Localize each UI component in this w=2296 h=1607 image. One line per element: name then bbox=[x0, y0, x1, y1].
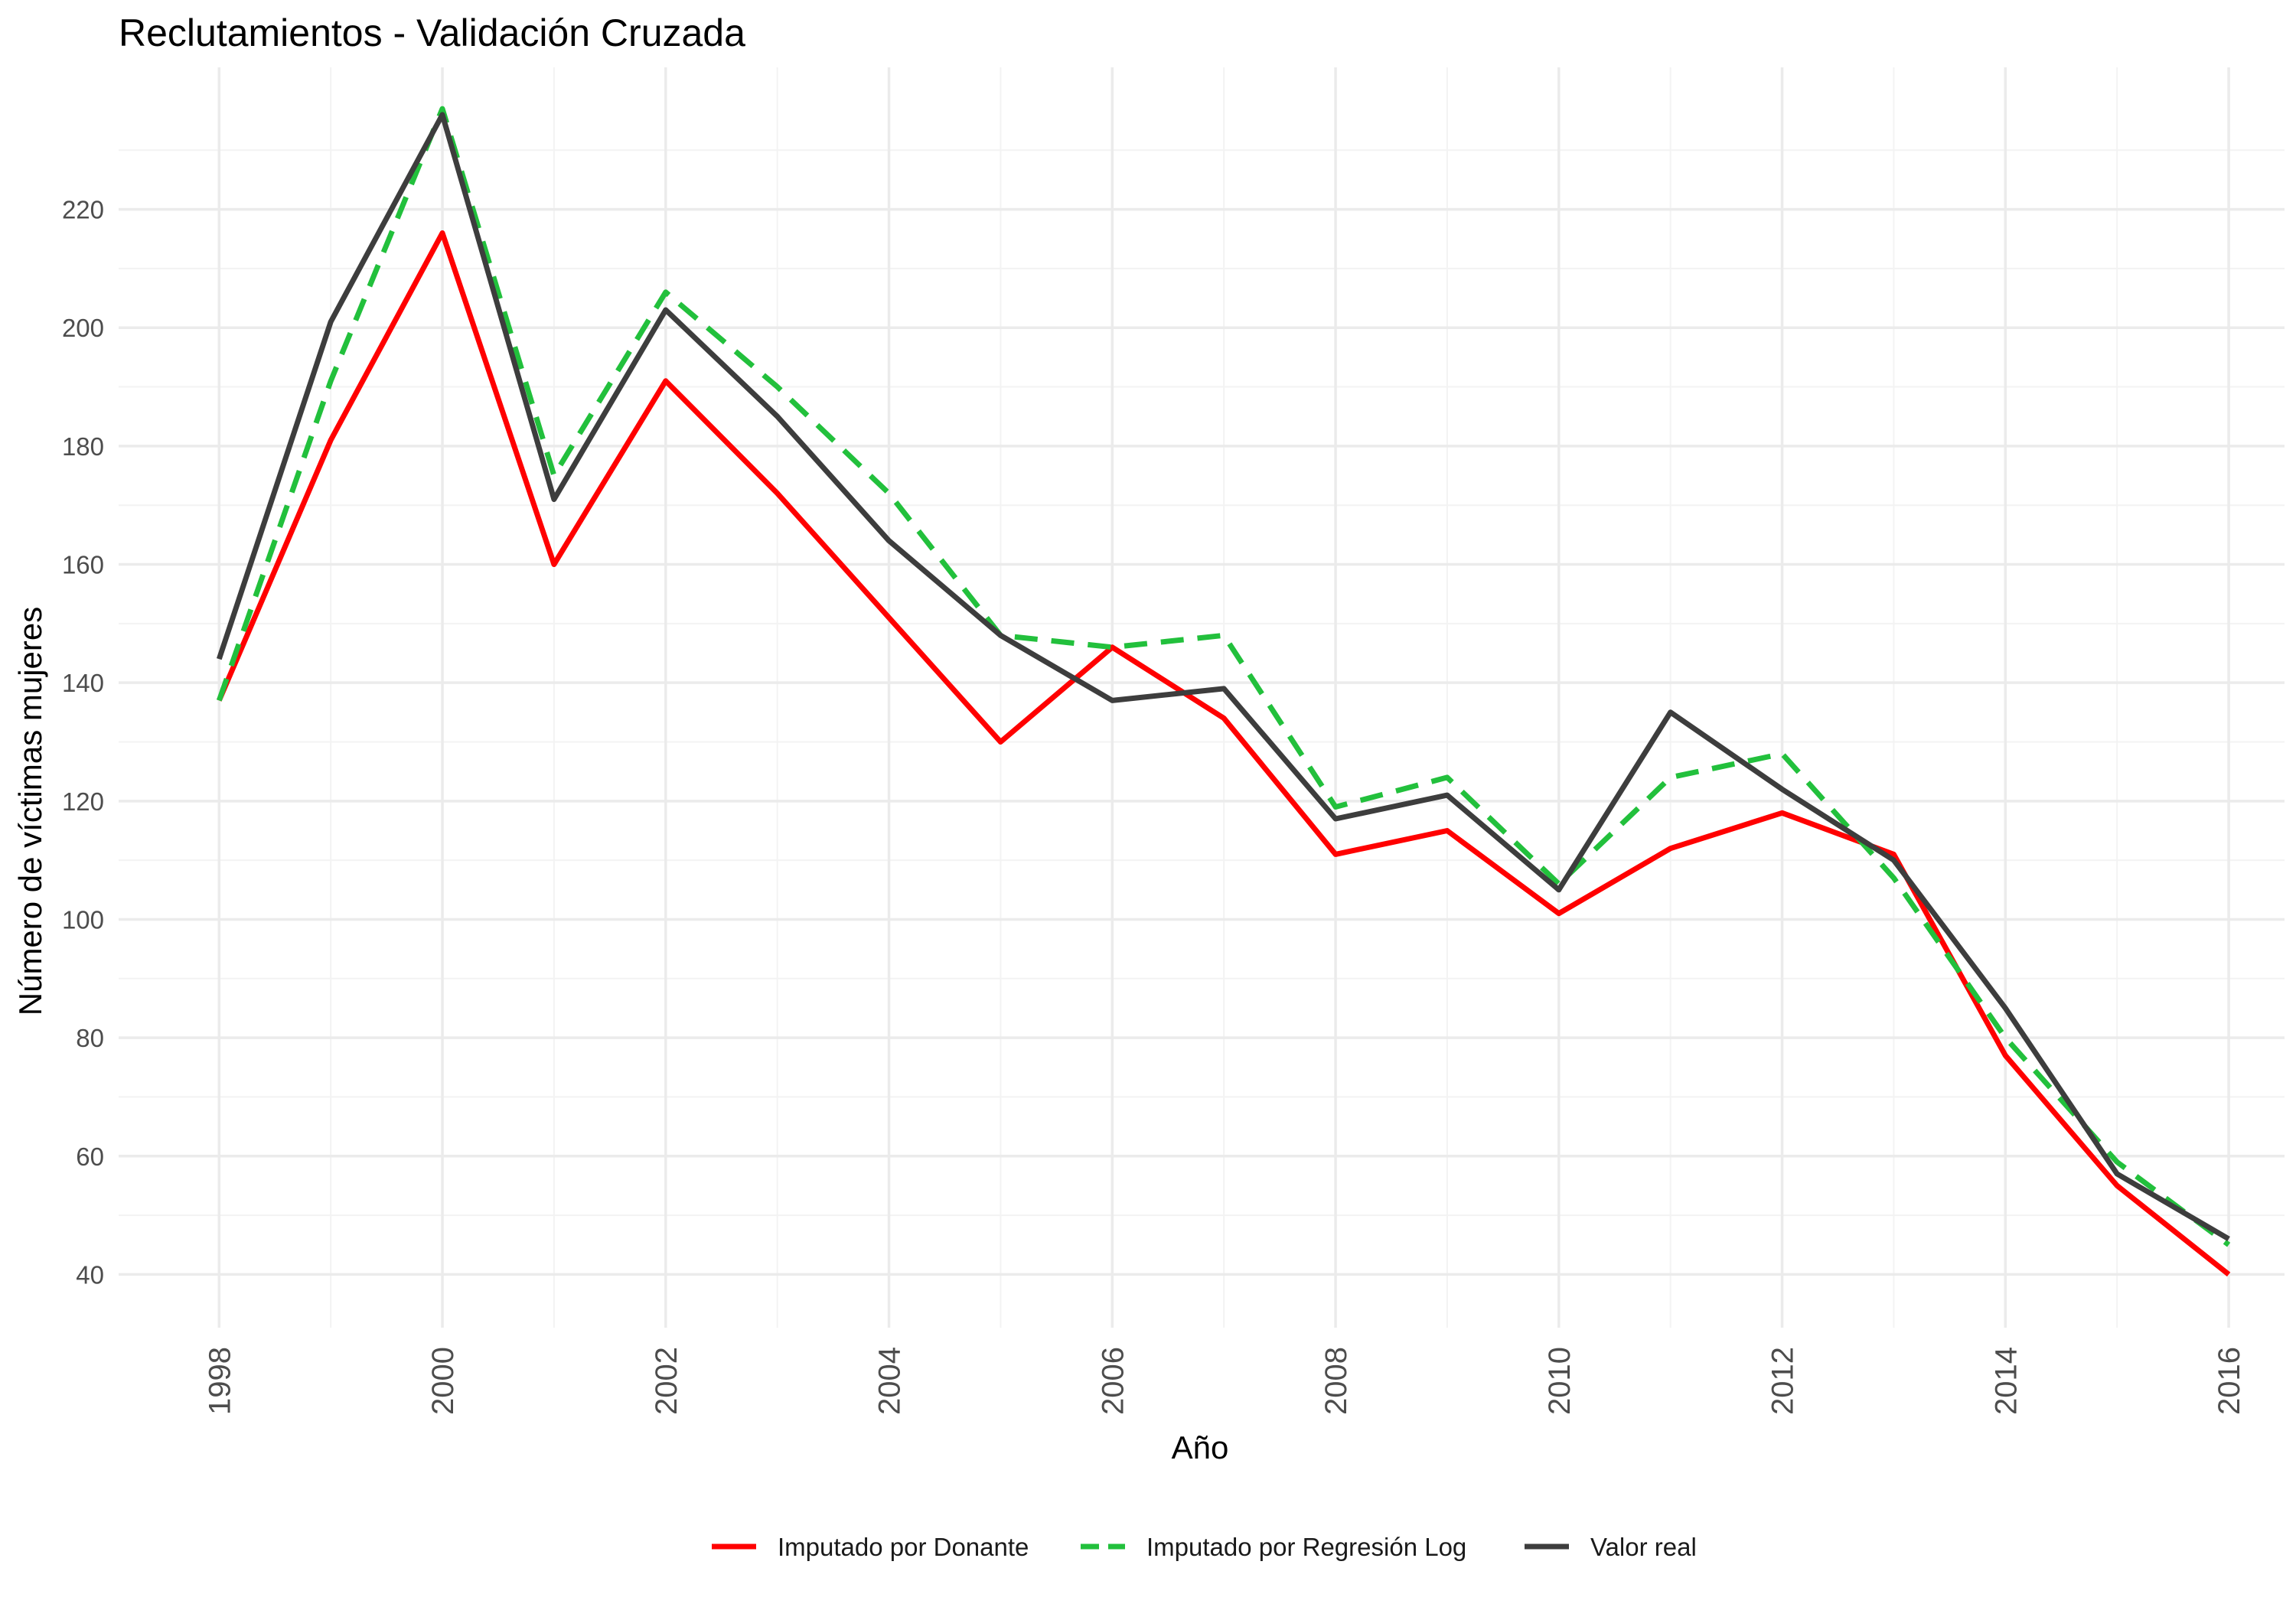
series-line-2 bbox=[216, 106, 2231, 1247]
x-tick-label: 2008 bbox=[1319, 1347, 1353, 1415]
x-tick-label: 2002 bbox=[650, 1347, 683, 1415]
chart-title: Reclutamientos - Validación Cruzada bbox=[119, 11, 745, 54]
y-tick-label: 120 bbox=[62, 787, 104, 816]
legend: Imputado por Donante Imputado por Regresi… bbox=[712, 1533, 1697, 1561]
legend-item-2: Imputado por Regresión Log bbox=[1081, 1533, 1466, 1561]
x-tick-label: 2000 bbox=[426, 1347, 460, 1415]
legend-label: Imputado por Regresión Log bbox=[1146, 1533, 1466, 1561]
x-tick-label: 2010 bbox=[1543, 1347, 1577, 1415]
y-tick-label: 100 bbox=[62, 905, 104, 934]
y-tick-label: 200 bbox=[62, 314, 104, 342]
x-tick-label: 2006 bbox=[1096, 1347, 1130, 1415]
y-tick-label: 80 bbox=[76, 1024, 104, 1052]
series-lines bbox=[216, 106, 2231, 1277]
x-tick-label: 2014 bbox=[1989, 1347, 2023, 1415]
series-line-1 bbox=[217, 230, 2231, 1277]
legend-label: Valor real bbox=[1590, 1533, 1697, 1561]
legend-label: Imputado por Donante bbox=[778, 1533, 1029, 1561]
x-axis-ticks: 1998 2000 2002 2004 2006 2008 2010 2012 2014 2016 bbox=[203, 1347, 2246, 1415]
y-axis-ticks: 40 60 80 100 120 140 160 180 200 220 bbox=[62, 196, 104, 1289]
x-axis-title: Año bbox=[1172, 1429, 1229, 1465]
y-tick-label: 140 bbox=[62, 669, 104, 697]
legend-item-3: Valor real bbox=[1525, 1533, 1697, 1561]
y-tick-label: 180 bbox=[62, 432, 104, 461]
grid bbox=[119, 67, 2285, 1328]
x-tick-label: 2004 bbox=[873, 1347, 907, 1415]
x-tick-label: 1998 bbox=[203, 1347, 236, 1415]
y-axis-title: Número de víctimas mujeres bbox=[12, 607, 48, 1016]
legend-item-1: Imputado por Donante bbox=[712, 1533, 1029, 1561]
y-tick-label: 40 bbox=[76, 1260, 104, 1289]
y-tick-label: 160 bbox=[62, 551, 104, 579]
y-tick-label: 60 bbox=[76, 1143, 104, 1171]
x-tick-label: 2016 bbox=[2213, 1347, 2246, 1415]
y-tick-label: 220 bbox=[62, 196, 104, 224]
x-tick-label: 2012 bbox=[1766, 1347, 1800, 1415]
series-line-3 bbox=[216, 112, 2230, 1242]
